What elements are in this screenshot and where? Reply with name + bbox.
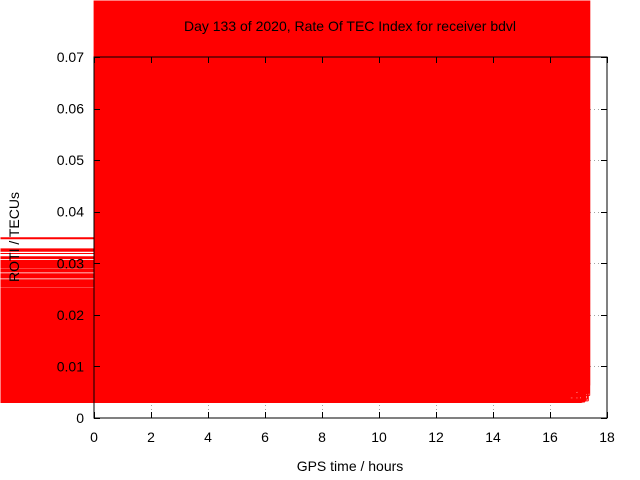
x-axis-label: GPS time / hours	[297, 458, 404, 474]
y-tick-label: 0.03	[57, 255, 84, 271]
data-point-outlier	[455, 169, 463, 177]
x-tick-label: 14	[485, 429, 501, 445]
data-point-outlier	[198, 182, 206, 190]
data-point-outlier	[426, 156, 434, 164]
chart-title: Day 133 of 2020, Rate Of TEC Index for r…	[184, 18, 516, 34]
data-point-outlier	[505, 123, 513, 131]
y-tick-label: 0.05	[57, 152, 84, 168]
y-tick-label: 0.06	[57, 101, 84, 117]
data-point-outlier	[576, 161, 584, 169]
data-points	[0, 0, 591, 403]
y-tick-label: 0	[76, 410, 84, 426]
data-point-outlier	[413, 177, 421, 185]
data-point-outlier	[412, 159, 420, 167]
data-point-outlier	[555, 172, 563, 180]
data-point-outlier	[94, 120, 102, 128]
data-point-outlier	[369, 179, 377, 187]
data-point-outlier	[184, 192, 192, 200]
x-tick-label: 2	[147, 429, 155, 445]
x-tick-label: 4	[204, 429, 212, 445]
x-tick-label: 16	[542, 429, 558, 445]
y-tick-label: 0.01	[57, 358, 84, 374]
y-tick-label: 0.02	[57, 307, 84, 323]
data-point-outlier	[95, 166, 103, 174]
data-point-outlier	[94, 151, 102, 159]
x-tick-label: 8	[318, 429, 326, 445]
data-point-outlier	[509, 146, 517, 154]
x-tick-label: 12	[428, 429, 444, 445]
data-point-outlier	[240, 179, 248, 187]
data-point-outlier	[555, 187, 563, 195]
y-tick-label: 0.04	[57, 204, 84, 220]
y-axis-label: ROTI / TECUs	[6, 192, 22, 282]
data-point-outlier	[492, 179, 500, 187]
axis-ticks: 0 2 4 6 8 10 12 14 16 18 0 0.01 0.02 0.03 0.04 0.05 0.06…	[57, 49, 615, 445]
data-point-outlier	[490, 112, 498, 120]
plot-frame	[93, 56, 608, 419]
data-point-outlier	[452, 159, 460, 167]
data-point-outlier	[171, 143, 179, 151]
data-point-cloud	[0, 0, 591, 403]
x-tick-label: 6	[261, 429, 269, 445]
data-point-outlier	[241, 203, 249, 211]
data-point-outlier	[490, 138, 498, 146]
data-point-outlier	[227, 169, 235, 177]
y-tick-label: 0.07	[57, 49, 84, 65]
x-tick-label: 0	[90, 429, 98, 445]
x-tick-label: 10	[371, 429, 387, 445]
data-point-outlier	[172, 182, 180, 190]
x-tick-label: 18	[599, 429, 615, 445]
data-point-outlier	[240, 89, 248, 97]
data-point-outlier	[95, 128, 103, 136]
data-point-outlier	[241, 154, 249, 162]
data-point-outlier	[492, 117, 500, 125]
data-point-outlier	[173, 161, 181, 169]
data-point-outlier	[428, 179, 436, 187]
